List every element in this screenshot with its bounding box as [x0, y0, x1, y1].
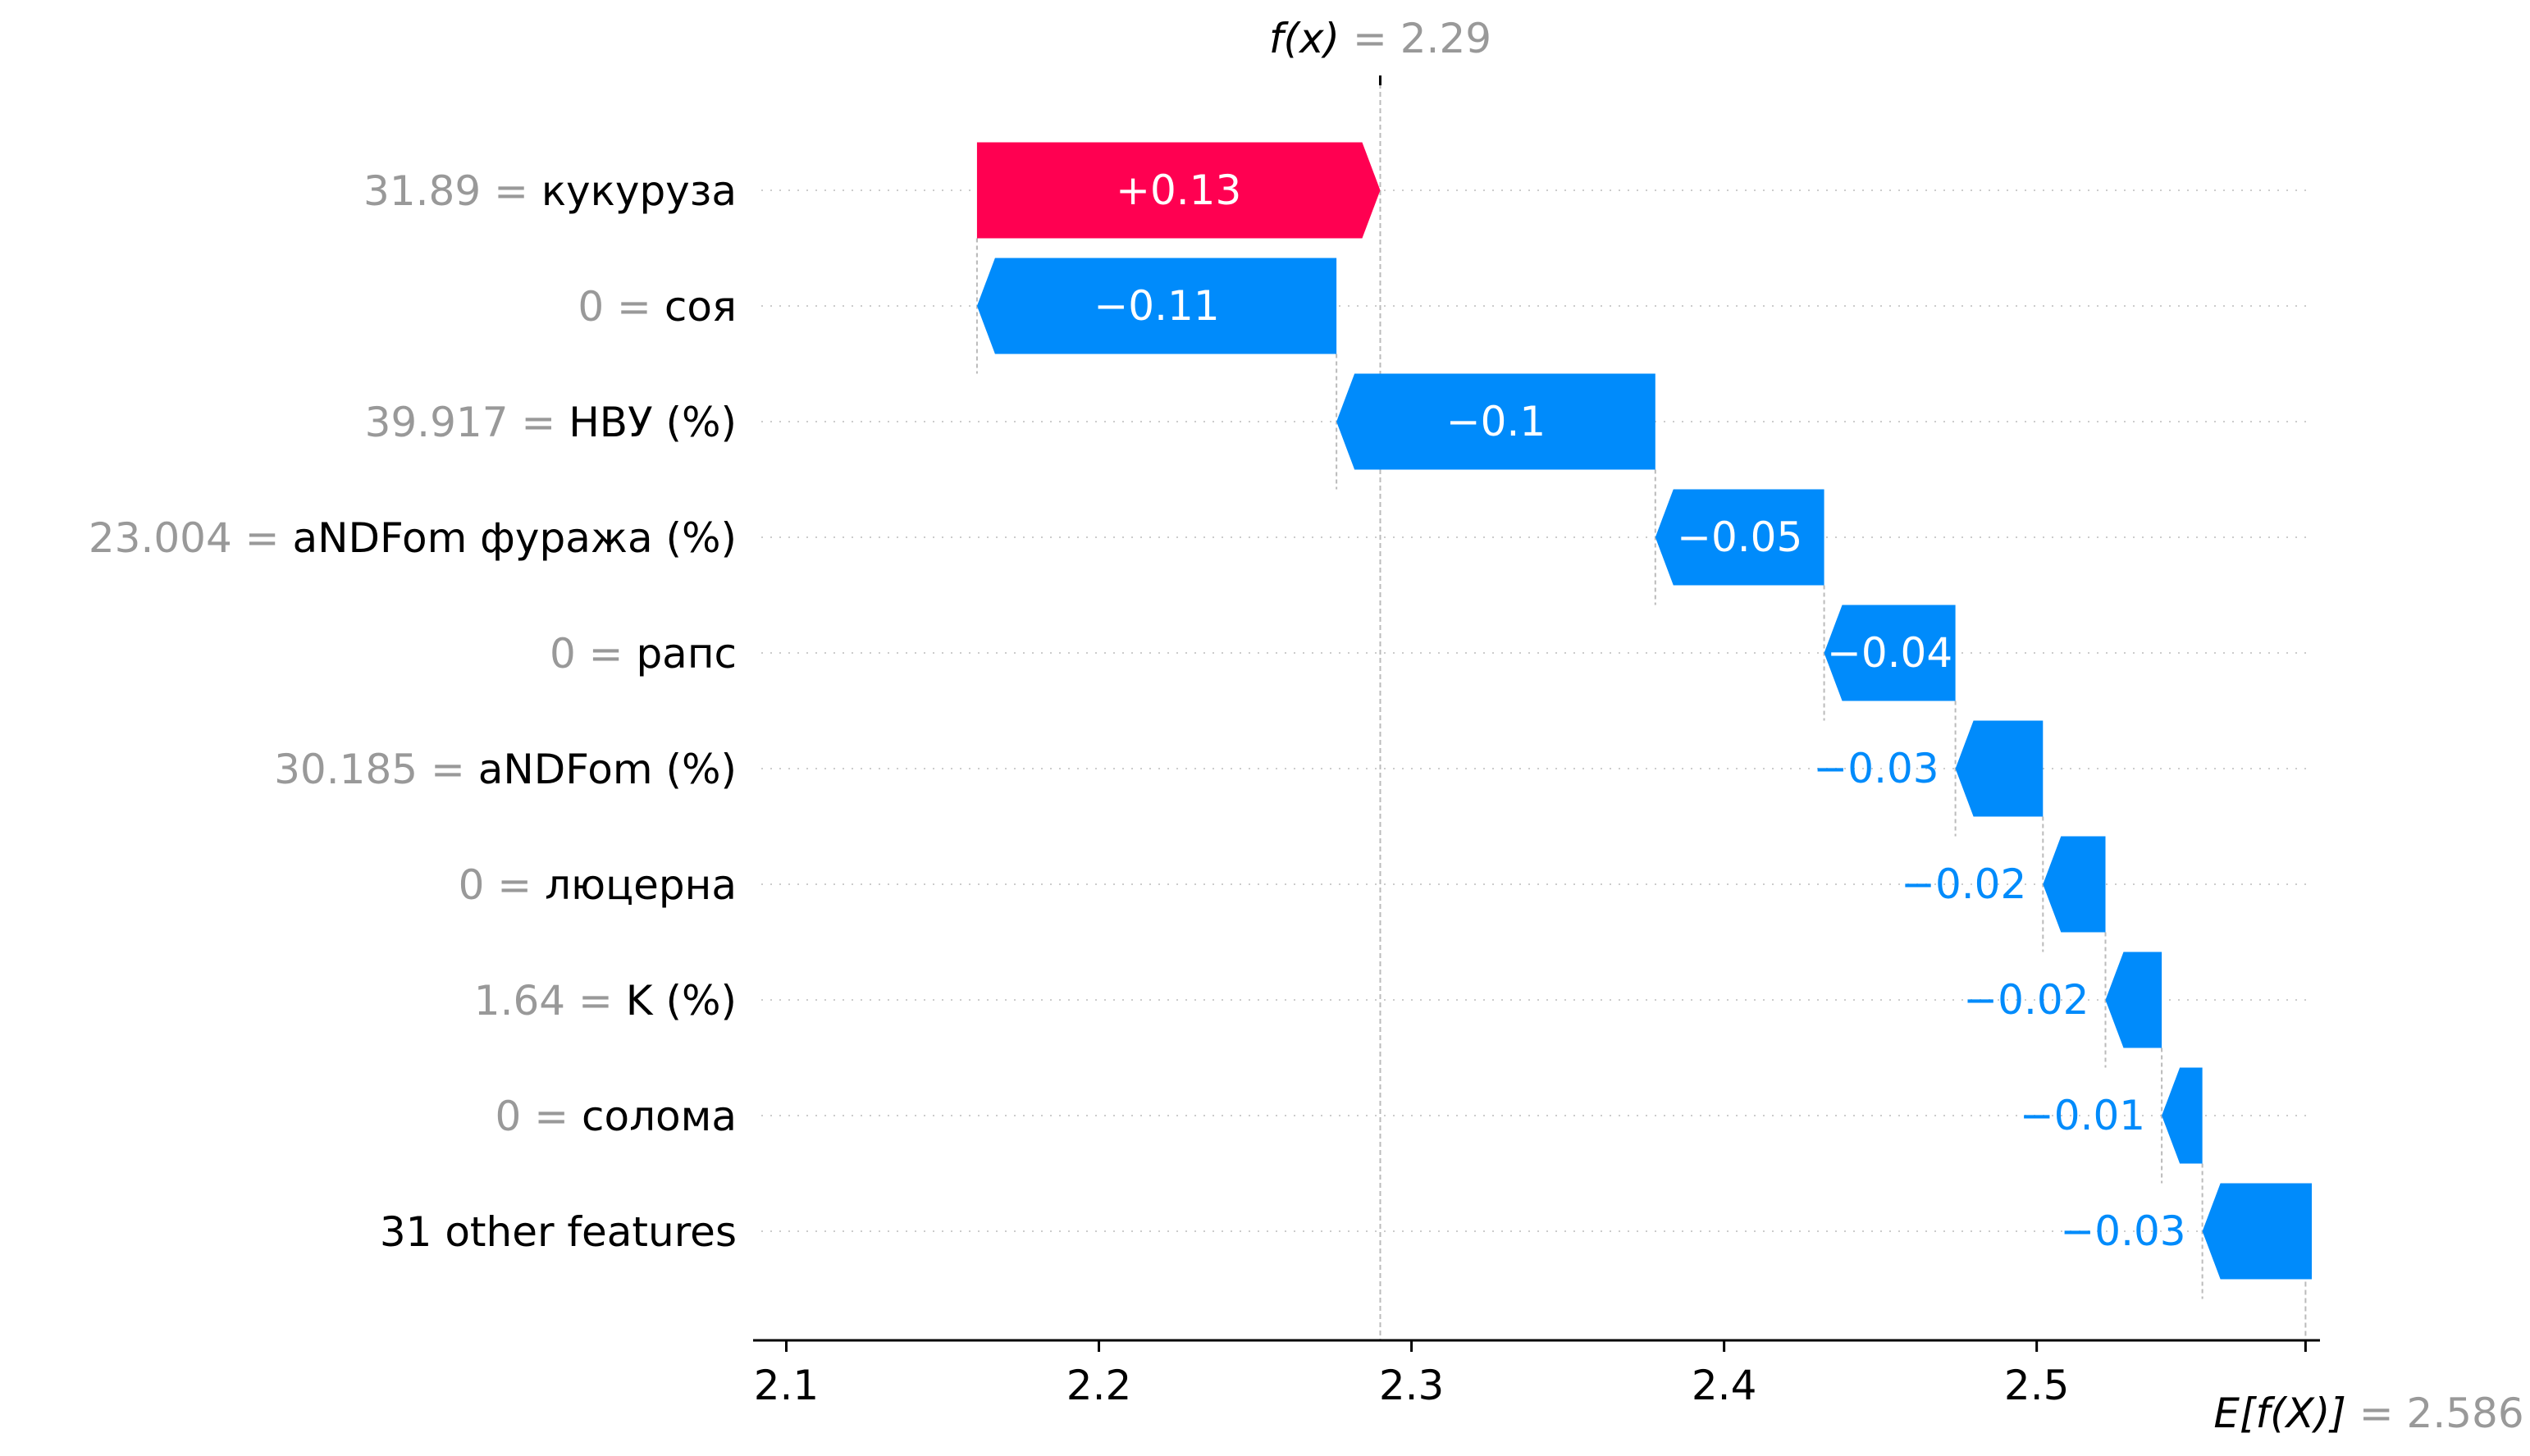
bar-value-label: +0.13 [1116, 167, 1241, 214]
feature-value: 0 = [495, 1093, 582, 1140]
feature-label: 30.185 = aNDFom (%) [274, 746, 737, 793]
feature-name: aNDFom (%) [478, 746, 737, 793]
negative-bar [2162, 1067, 2203, 1164]
feature-name: кукуруза [541, 167, 737, 215]
efx-label: E[f(X)] [2213, 1390, 2345, 1437]
x-tick-label: 2.1 [754, 1362, 820, 1409]
feature-value: 30.185 = [274, 746, 478, 793]
fx-label: f(x) [1269, 15, 1340, 62]
feature-name: aNDFom фуража (%) [292, 514, 737, 562]
x-tick-label: 2.2 [1066, 1362, 1132, 1409]
bar-value-label: −0.05 [1677, 513, 1802, 561]
feature-label: 0 = рапс [550, 630, 737, 678]
bar-value-label: −0.1 [1446, 398, 1546, 445]
feature-label: 39.917 = НВУ (%) [365, 399, 737, 446]
negative-bar [2202, 1183, 2312, 1280]
feature-name: рапс [636, 630, 737, 678]
negative-bar [1824, 605, 1956, 701]
efx-annotation: E[f(X)] = 2.586 [2213, 1390, 2523, 1437]
x-axis: 2.1 2.2 2.3 2.4 2.5 [753, 1339, 2320, 1409]
negative-bar [2043, 836, 2106, 933]
feature-value: 31.89 = [363, 167, 541, 215]
feature-value: 0 = [459, 861, 546, 909]
x-tick-label: 2.4 [1692, 1362, 1757, 1409]
feature-name: 31 other features [380, 1208, 737, 1256]
bar-value-label: −0.03 [2060, 1207, 2185, 1255]
expectation-annotations: f(x) = 2.29 E[f(X)] = 2.586 [1269, 15, 2524, 1437]
feature-value: 39.917 = [365, 399, 569, 446]
feature-label: 0 = соя [578, 283, 737, 331]
bar-value-label: −0.02 [1963, 976, 2089, 1024]
negative-bar [1655, 489, 1824, 586]
positive-bar [976, 142, 1381, 239]
x-tick-label: 2.3 [1379, 1362, 1445, 1409]
feature-value: 1.64 = [474, 977, 626, 1025]
bar-value-label: −0.01 [2020, 1092, 2145, 1139]
feature-value: 0 = [578, 283, 664, 331]
bar-value-label: −0.11 [1094, 282, 1219, 330]
feature-value: 0 = [550, 630, 637, 678]
fx-annotation: f(x) = 2.29 [1269, 15, 1491, 62]
waterfall-bars: +0.13 −0.11 −0.1 −0.05 −0.04 −0.03 −0.02 −0.02 −… [976, 142, 2312, 1280]
negative-bar [976, 258, 1337, 354]
negative-bar [1955, 720, 2044, 817]
feature-label: 23.004 = aNDFom фуража (%) [89, 514, 737, 562]
feature-name: солома [582, 1093, 737, 1140]
feature-label: 0 = солома [495, 1093, 738, 1140]
feature-label: 31 other features [380, 1208, 737, 1256]
feature-name: люцерна [545, 861, 737, 909]
feature-label: 0 = люцерна [459, 861, 737, 909]
feature-name: соя [664, 283, 737, 331]
fx-value: = 2.29 [1340, 15, 1491, 62]
feature-value: 23.004 = [89, 514, 293, 562]
bar-value-label: −0.04 [1827, 629, 1952, 677]
bar-value-label: −0.02 [1901, 860, 2026, 908]
feature-label: 1.64 = K (%) [474, 977, 737, 1025]
x-tick-label: 2.5 [2004, 1362, 2070, 1409]
feature-name: K (%) [626, 977, 737, 1025]
negative-bar [2105, 952, 2162, 1048]
negative-bar [1336, 373, 1655, 470]
feature-label: 31.89 = кукуруза [363, 167, 737, 215]
feature-labels: 31.89 = кукуруза 0 = соя 39.917 = НВУ (%) 2… [89, 167, 737, 1256]
feature-name: НВУ (%) [569, 399, 737, 446]
bar-value-label: −0.03 [1813, 745, 1939, 792]
efx-value: = 2.586 [2346, 1390, 2524, 1437]
